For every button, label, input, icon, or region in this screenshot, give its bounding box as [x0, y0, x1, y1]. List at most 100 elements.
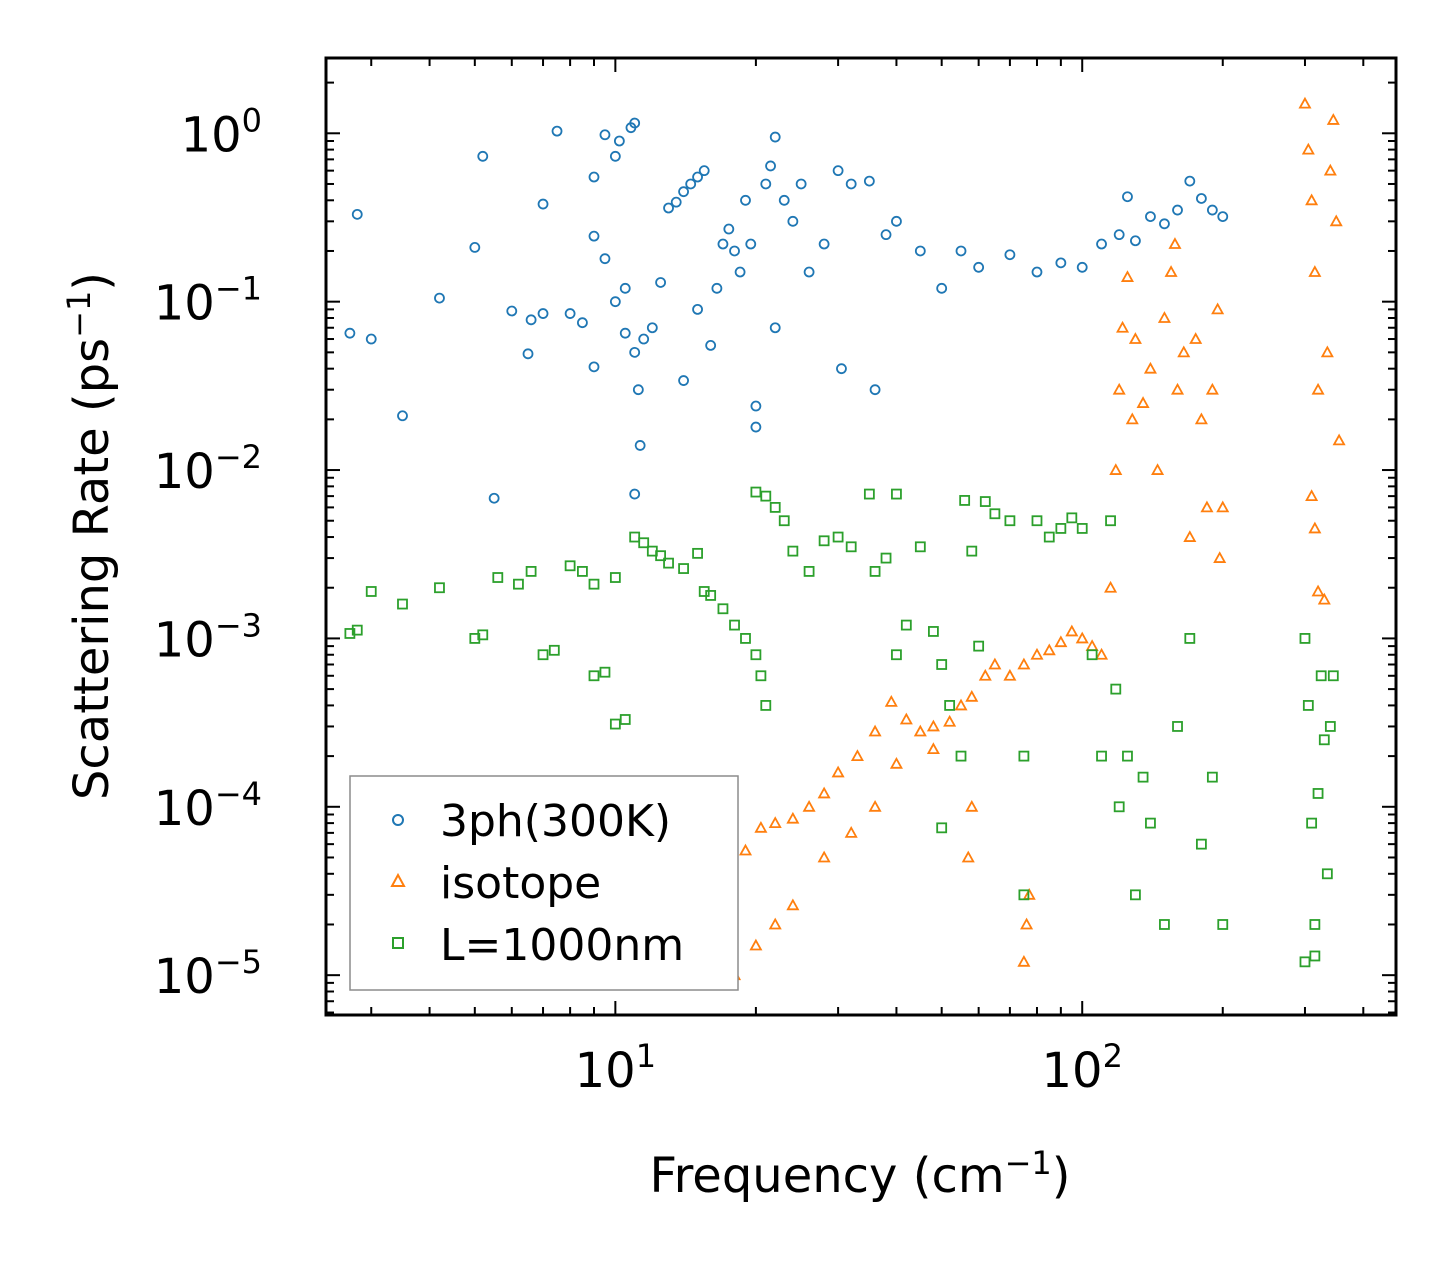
data-point [750, 649, 762, 661]
data-point [629, 488, 641, 500]
legend-item-isotope: isotope [390, 858, 601, 909]
y-tick-label: 100 [181, 101, 262, 163]
data-point [692, 303, 703, 315]
data-point [926, 742, 940, 755]
data-point [692, 171, 703, 183]
data-point [1200, 500, 1214, 513]
data-point [760, 490, 772, 502]
data-point [1096, 750, 1107, 762]
data-point [1043, 531, 1055, 543]
data-point [765, 160, 776, 172]
data-point [477, 150, 489, 162]
data-point [1189, 332, 1203, 344]
data-point [1213, 551, 1227, 563]
data-point [1075, 631, 1089, 644]
data-point [638, 537, 650, 549]
data-point [678, 563, 689, 574]
data-point [609, 150, 621, 162]
data-point [869, 384, 881, 396]
data-point [1151, 463, 1165, 475]
data-point [863, 175, 875, 187]
data-point [845, 541, 857, 553]
data-point [588, 171, 600, 183]
data-point [619, 714, 631, 725]
data-point [1309, 950, 1321, 962]
data-point [551, 125, 563, 137]
data-point [1305, 193, 1319, 206]
data-point [1113, 229, 1125, 241]
data-point [678, 186, 689, 198]
data-point [755, 670, 767, 682]
data-point [954, 698, 968, 711]
data-point [705, 339, 717, 351]
data-point [1104, 580, 1118, 593]
data-point [634, 440, 646, 451]
data-point [914, 245, 926, 257]
axis-ticks [326, 58, 1396, 1015]
data-point [1312, 788, 1324, 799]
data-point [891, 488, 902, 500]
legend-label-l1000nm: L=1000nm [440, 920, 684, 971]
data-point [1170, 382, 1185, 395]
data-point [1017, 954, 1031, 967]
data-point [663, 557, 674, 569]
data-point [1137, 771, 1149, 783]
data-point [619, 282, 631, 294]
data-point [936, 659, 948, 670]
data-point [989, 508, 1001, 520]
legend-box [349, 775, 739, 991]
data-point [818, 535, 830, 547]
data-point [629, 117, 641, 129]
data-point [740, 194, 751, 206]
data-point [844, 826, 858, 838]
data-point [1321, 868, 1333, 880]
data-point [655, 277, 667, 288]
data-point [1206, 204, 1218, 216]
data-point [1168, 237, 1182, 249]
data-point [1004, 515, 1016, 527]
data-point [577, 317, 588, 329]
data-point [832, 531, 844, 543]
data-point [845, 178, 857, 190]
data-point [685, 178, 697, 190]
data-point [1308, 265, 1322, 277]
y-tick-label: 10−4 [154, 775, 262, 837]
data-point [1055, 523, 1067, 534]
data-point [632, 384, 644, 396]
data-point [1065, 624, 1079, 637]
data-point [943, 714, 957, 727]
data-point [1105, 515, 1116, 527]
data-point [1086, 649, 1098, 661]
data-point [629, 531, 641, 543]
data-point [889, 756, 903, 769]
data-point [768, 816, 782, 829]
data-point [1306, 817, 1318, 829]
data-point [477, 629, 489, 641]
data-point [832, 165, 844, 177]
data-point [717, 603, 729, 615]
data-point [778, 194, 790, 206]
data-point [965, 689, 979, 702]
data-point [1122, 191, 1133, 203]
data-point [1145, 211, 1156, 223]
data-point [1309, 919, 1321, 930]
data-point [900, 619, 912, 631]
data-point [599, 666, 611, 678]
data-point [525, 566, 537, 577]
data-point [599, 253, 611, 265]
tick-labels: 101 102 100 10−1 10−2 10−3 10−4 10−5 [154, 101, 1123, 1099]
data-point [760, 178, 772, 190]
data-point [397, 410, 408, 422]
data-point [655, 550, 667, 562]
data-point [1323, 163, 1337, 176]
data-point [351, 208, 363, 220]
data-point [397, 598, 408, 610]
data-point [1042, 643, 1056, 656]
series-2 [344, 486, 1339, 968]
data-point [488, 492, 500, 504]
data-point [537, 649, 549, 661]
data-point [1017, 657, 1031, 670]
legend-label-isotope: isotope [440, 858, 601, 909]
data-point [836, 363, 847, 375]
data-point [629, 346, 641, 358]
